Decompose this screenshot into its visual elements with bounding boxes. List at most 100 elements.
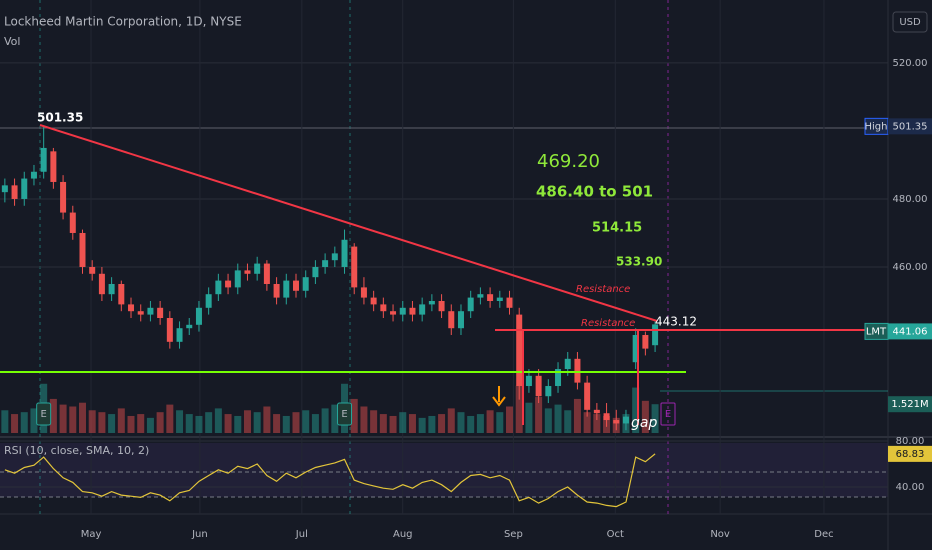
candle-body bbox=[21, 178, 28, 199]
candle-body bbox=[98, 273, 105, 295]
volume-bar bbox=[564, 410, 572, 433]
close-annotation: 443.12 bbox=[655, 315, 697, 329]
candle-body bbox=[632, 335, 639, 363]
candle-body bbox=[89, 266, 96, 274]
volume-bar bbox=[641, 400, 649, 433]
candle-body bbox=[147, 307, 154, 315]
high-price: 501.35 bbox=[893, 121, 928, 132]
candle-body bbox=[322, 260, 329, 267]
candle-body bbox=[186, 324, 193, 329]
volume-bar bbox=[331, 404, 339, 433]
volume-bar bbox=[273, 414, 281, 433]
volume-label: 1.521M bbox=[891, 399, 928, 410]
candle-body bbox=[341, 239, 348, 267]
volume-bar bbox=[205, 412, 213, 433]
candle-body bbox=[244, 270, 251, 274]
earnings-label: E bbox=[665, 409, 671, 420]
candle-body bbox=[273, 283, 280, 298]
volume-bar bbox=[69, 406, 77, 433]
volume-bar bbox=[30, 408, 38, 433]
x-tick-label: Dec bbox=[814, 529, 833, 540]
volume-bar bbox=[253, 412, 261, 433]
volume-bar bbox=[370, 410, 378, 433]
volume-bar bbox=[651, 404, 659, 433]
volume-bar bbox=[544, 408, 552, 433]
candle-body bbox=[60, 181, 67, 213]
candle-body bbox=[525, 375, 532, 387]
candle-body bbox=[496, 297, 503, 301]
volume-bar bbox=[360, 406, 368, 433]
volume-bar bbox=[438, 414, 446, 433]
high-annotation: 501.35 bbox=[37, 111, 83, 125]
candle-body bbox=[613, 420, 620, 424]
volume-bar bbox=[632, 387, 640, 433]
candle-body bbox=[137, 311, 144, 315]
candle-body bbox=[584, 382, 591, 410]
x-tick-label: Sep bbox=[504, 529, 523, 540]
candle-body bbox=[254, 263, 261, 274]
last-price: 441.06 bbox=[893, 326, 928, 337]
candle-body bbox=[487, 294, 494, 301]
candle-body bbox=[79, 232, 86, 267]
candle-body bbox=[11, 185, 18, 199]
volume-bar bbox=[49, 398, 57, 433]
volume-bar bbox=[88, 410, 96, 433]
volume-bar bbox=[302, 410, 310, 433]
earnings-label: E bbox=[41, 409, 47, 420]
symbol-label: LMT bbox=[866, 326, 887, 337]
candle-body bbox=[622, 416, 629, 424]
candle-body bbox=[225, 280, 232, 288]
candle-body bbox=[555, 369, 562, 387]
candle-body bbox=[428, 300, 435, 305]
currency-box[interactable] bbox=[892, 11, 928, 33]
volume-bar bbox=[137, 414, 145, 433]
candle-body bbox=[118, 283, 125, 305]
candle-body bbox=[467, 297, 474, 312]
candle-body bbox=[652, 324, 659, 346]
volume-bar bbox=[389, 415, 397, 433]
candle-body bbox=[205, 294, 212, 308]
earnings-badge bbox=[660, 402, 676, 426]
volume-bar bbox=[156, 412, 164, 433]
rsi-box bbox=[888, 445, 932, 462]
x-tick-label: Aug bbox=[393, 529, 413, 540]
candle-body bbox=[603, 413, 610, 421]
volume-title: Vol bbox=[4, 35, 20, 48]
candle-body bbox=[564, 358, 571, 370]
volume-bar bbox=[117, 408, 125, 433]
x-tick-label: Oct bbox=[607, 529, 624, 540]
candle-body bbox=[409, 307, 416, 315]
candle-body bbox=[1, 185, 8, 193]
trend-line bbox=[39, 124, 658, 322]
volume-bar bbox=[311, 414, 319, 433]
volume-bar bbox=[447, 408, 455, 433]
target-label: 533.90 bbox=[616, 255, 662, 269]
candle-body bbox=[293, 280, 299, 291]
volume-bar bbox=[593, 414, 601, 433]
candle-body bbox=[545, 386, 552, 397]
candle-body bbox=[157, 307, 164, 319]
volume-bar bbox=[408, 414, 416, 433]
volume-bar bbox=[176, 410, 184, 433]
candle-body bbox=[263, 263, 270, 284]
y-tick-label: 480.00 bbox=[893, 194, 928, 205]
candle-body bbox=[195, 307, 202, 325]
volume-bar bbox=[321, 408, 329, 433]
candle-body bbox=[176, 328, 183, 342]
high-label: High bbox=[865, 121, 888, 132]
volume-bar bbox=[506, 406, 514, 433]
target-label: 486.40 to 501 bbox=[536, 183, 653, 201]
candle-body bbox=[283, 280, 290, 298]
volume-bar bbox=[428, 415, 436, 433]
candle-body bbox=[370, 297, 377, 305]
candle-body bbox=[69, 212, 76, 233]
volume-bar bbox=[467, 415, 475, 433]
volume-bar bbox=[496, 412, 504, 433]
volume-bar bbox=[146, 417, 154, 433]
candle-body bbox=[419, 304, 426, 315]
volume-bar bbox=[515, 385, 523, 433]
rsi-title: RSI (10, close, SMA, 10, 2) bbox=[4, 444, 149, 457]
volume-bar bbox=[195, 415, 203, 433]
volume-bar bbox=[214, 408, 222, 433]
